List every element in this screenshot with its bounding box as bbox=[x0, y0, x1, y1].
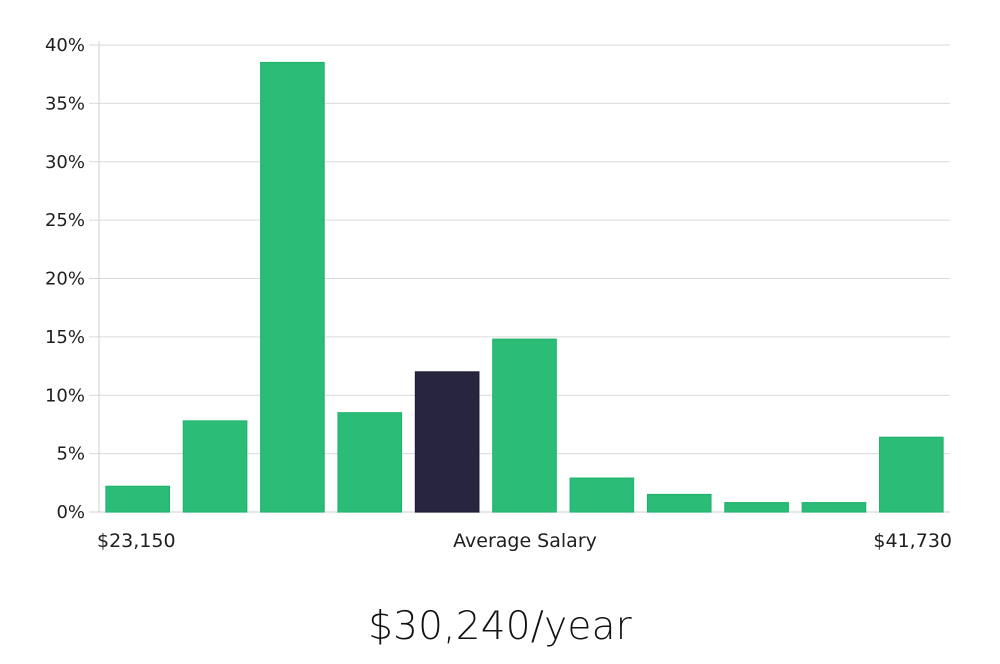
y-tick-label: 40% bbox=[45, 35, 85, 56]
bar bbox=[569, 477, 635, 513]
bar-average-salary bbox=[414, 371, 480, 513]
x-label-center: Average Salary bbox=[453, 530, 597, 552]
bar bbox=[646, 493, 712, 513]
bar bbox=[182, 420, 248, 513]
x-label-max: $41,730 bbox=[873, 530, 952, 552]
bar bbox=[801, 502, 867, 513]
bar bbox=[260, 61, 325, 513]
bar bbox=[492, 338, 557, 513]
y-tick-label: 35% bbox=[45, 93, 85, 114]
bar-layer bbox=[105, 61, 944, 513]
y-tick-label: 10% bbox=[45, 385, 85, 406]
bar bbox=[724, 502, 789, 513]
y-tick-label: 25% bbox=[45, 210, 85, 231]
label-layer: 0% 5% 10% 15% 20% 25% 30% 35% 40% $23,150 Average … bbox=[45, 35, 952, 552]
bar bbox=[105, 485, 170, 513]
y-tick-label: 0% bbox=[56, 502, 85, 523]
y-tick-label: 30% bbox=[45, 152, 85, 173]
y-tick-label: 20% bbox=[45, 269, 85, 290]
average-salary-text: $30,240/year bbox=[368, 604, 632, 649]
x-label-min: $23,150 bbox=[97, 530, 176, 552]
bar bbox=[878, 436, 944, 513]
y-tick-label: 5% bbox=[56, 444, 85, 465]
y-tick-label: 15% bbox=[45, 327, 85, 348]
bar bbox=[337, 412, 403, 513]
